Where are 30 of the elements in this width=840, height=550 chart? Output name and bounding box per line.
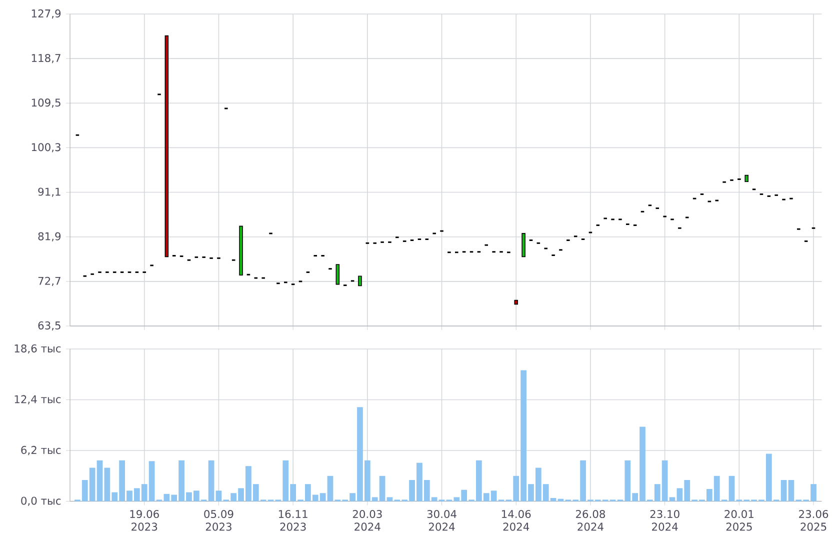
candlestick: [336, 264, 340, 285]
x-tick-label: 26.08 2024: [576, 510, 606, 531]
y-tick-label: 81,9: [38, 232, 61, 242]
x-tick-label: 30.04 2024: [427, 510, 456, 531]
x-tick-label: 16.11 2023: [278, 510, 308, 531]
candlestick: [164, 35, 169, 258]
candlestick: [744, 174, 748, 182]
x-tick-label: 23.06 2025: [799, 510, 828, 531]
y-tick-label: 18,6 тыс: [14, 344, 61, 354]
bar: [96, 460, 103, 502]
y-tick-label: 127,9: [32, 9, 61, 19]
x-tick-label: 14.06 2024: [502, 510, 531, 531]
y-tick-label: 63,5: [38, 321, 60, 331]
y-tick-label: 118,7: [32, 54, 60, 64]
y-tick-label: 109,5: [32, 98, 60, 108]
x-tick-label: 23.10 2024: [650, 510, 680, 531]
y-tick-label: 6,2 тыс: [21, 446, 61, 456]
candlestick: [522, 233, 526, 258]
x-tick-label: 20.03 2024: [352, 510, 382, 531]
y-tick-label: 12,4 тыс: [14, 395, 61, 404]
y-tick-label: 72,7: [38, 276, 60, 286]
y-tick-label: 91,1: [38, 188, 60, 197]
candlestick: [358, 276, 362, 286]
x-tick-label: 05.09 2023: [204, 510, 234, 531]
candlestick: [239, 226, 243, 276]
y-tick-label: 0,0 тыс: [21, 496, 61, 506]
x-tick-label: 20.01 2025: [724, 510, 754, 531]
x-tick-label: 19.06 2023: [130, 510, 159, 531]
y-tick-label: 100,3: [32, 143, 60, 152]
bar: [669, 497, 676, 502]
